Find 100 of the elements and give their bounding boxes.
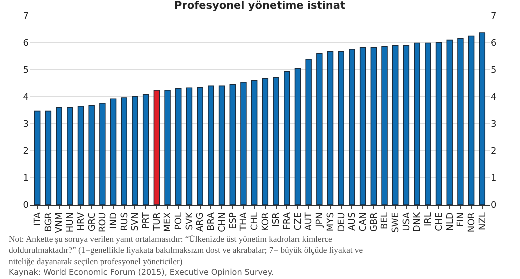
text: Kaynak: World Economic Forum (2015), Executive Opinion Survey.: [9, 268, 274, 277]
bar: [121, 98, 128, 205]
bar: [414, 42, 420, 205]
x-tick-label: PRT: [142, 212, 152, 230]
y-tick-label: 6: [23, 39, 30, 50]
x-tick-label: SWE: [392, 212, 402, 233]
y-tick-label: 0: [23, 201, 30, 212]
x-tick-label: CHN: [218, 212, 228, 232]
bar: [306, 59, 312, 205]
x-tick-label: AUS: [348, 212, 358, 232]
bar: [230, 84, 236, 205]
bar: [56, 107, 62, 205]
x-tick-label: NZL: [478, 212, 488, 231]
x-tick-label: TUR: [152, 212, 163, 232]
x-tick-label: ESP: [228, 212, 239, 230]
x-tick-label: CHL: [250, 212, 261, 231]
x-tick-label: ROU: [98, 212, 109, 233]
bar: [154, 90, 160, 205]
x-tick-label: RUS: [120, 212, 130, 232]
x-tick-label: KOR: [261, 212, 272, 232]
x-tick-label: SVN: [131, 212, 142, 232]
x-tick-label: BEL: [380, 212, 391, 230]
bar: [78, 106, 84, 205]
bar: [403, 45, 410, 205]
x-tick-label: HRV: [76, 212, 87, 232]
x-tick-label: CHE: [434, 212, 445, 232]
bar: [446, 40, 453, 205]
y2-tick-label: 0: [491, 201, 497, 212]
x-tick-label: FIN: [456, 212, 467, 228]
x-tick-label: ARG: [196, 212, 206, 232]
x-tick-label: NOR: [467, 212, 478, 233]
y-tick-label: 5: [23, 66, 29, 76]
bar: [392, 45, 399, 205]
bar: [88, 106, 95, 205]
bar: [240, 82, 247, 205]
y-tick-label: 3: [23, 120, 29, 130]
chart-title: Profesyonel yönetime istinat: [174, 0, 346, 12]
x-tick-label: POL: [174, 212, 185, 230]
x-tick-label: USA: [402, 212, 412, 232]
bar: [273, 77, 280, 205]
text: Not: Ankette şu soruya verilen yanıt ortalamasıdır: “Ülkenizde üst yönetim kadroları kimlerce doldurulmaktadır?” (1=genellikle liyakata bakılmaksızın dost ve akrabalar; 7= büyük ölçüde liyakat ve niteliğe dayanarak seçilen profesyonel yöneticiler): [9, 234, 364, 266]
x-tick-label: BGR: [44, 212, 54, 232]
x-tick-label: SVK: [185, 212, 196, 230]
bar: [142, 94, 150, 205]
bar: [349, 49, 356, 205]
bar: [100, 103, 106, 205]
x-tick-label: GBR: [370, 212, 380, 232]
y-tick-label: 2: [23, 147, 29, 158]
bar: [360, 47, 366, 205]
x-tick-label: DNK: [413, 212, 424, 232]
x-tick-label: JPN: [316, 212, 326, 228]
bar: [262, 78, 269, 205]
y2-tick-label: 4: [491, 93, 497, 104]
x-tick-label: NLD: [446, 212, 456, 232]
x-tick-label: CAN: [358, 212, 369, 232]
x-tick-label: ISR: [272, 212, 282, 228]
x-tick-label: GRC: [88, 212, 98, 232]
x-tick-label: IRL: [424, 212, 434, 227]
bar: [208, 86, 214, 205]
bar: [382, 46, 388, 205]
bar: [251, 80, 258, 205]
bar: [218, 86, 226, 205]
bar: [458, 38, 464, 205]
bar: [436, 42, 442, 205]
bar: [110, 98, 117, 205]
bar: [34, 110, 41, 205]
bar: [294, 68, 302, 205]
x-tick-label: FRA: [283, 212, 294, 230]
x-tick-label: HUN: [66, 212, 76, 233]
y-tick-label: 1: [23, 174, 29, 184]
x-tick-label: DEU: [337, 212, 348, 232]
x-tick-label: THA: [240, 212, 250, 232]
x-tick-label: VNM: [55, 212, 66, 234]
bar: [284, 71, 290, 205]
bar: [132, 96, 138, 205]
x-tick-label: MEX: [164, 212, 174, 232]
bar: [186, 88, 193, 205]
y2-tick-label: 6: [491, 39, 497, 50]
x-tick-label: AUT: [304, 212, 315, 231]
y2-tick-label: 5: [491, 66, 497, 76]
bar: [45, 110, 52, 205]
bar: [176, 88, 182, 205]
y-tick-label: 7: [23, 12, 29, 22]
y2-tick-label: 2: [491, 147, 497, 158]
x-tick-label: BRA: [207, 212, 218, 231]
bar: [197, 87, 204, 205]
bar: [316, 53, 323, 205]
bar: [370, 47, 378, 205]
bar: [67, 107, 74, 205]
bar: [338, 51, 344, 205]
x-tick-label: MYS: [326, 212, 336, 232]
x-tick-label: CZE: [294, 212, 304, 231]
bar: [468, 36, 475, 205]
bar: [327, 51, 334, 205]
x-tick-label: ITA: [34, 212, 44, 226]
y2-tick-label: 7: [491, 12, 497, 22]
bar: [479, 32, 486, 205]
y2-tick-label: 3: [491, 120, 497, 130]
y-tick-label: 4: [23, 93, 30, 104]
bar: [164, 90, 171, 205]
